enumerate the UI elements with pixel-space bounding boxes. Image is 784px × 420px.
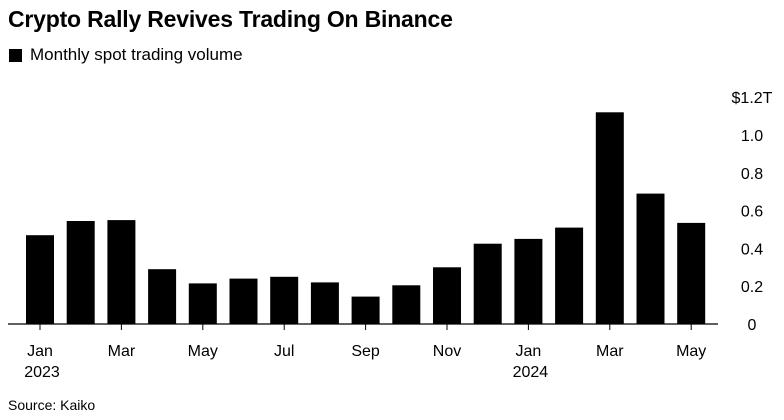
bar-apr-2023 bbox=[148, 269, 177, 324]
x-tick-sublabel: 2023 bbox=[24, 364, 60, 381]
bar-feb-2023 bbox=[66, 221, 95, 324]
y-tick-label: 0.6 bbox=[741, 204, 763, 221]
x-tick-label: May bbox=[188, 343, 218, 360]
bar-feb-2024 bbox=[555, 227, 584, 324]
x-tick-label: Jul bbox=[274, 343, 294, 360]
bar-jan-2023 bbox=[26, 235, 54, 324]
bar-aug-2023 bbox=[310, 282, 339, 324]
y-tick-label: 0.4 bbox=[741, 241, 763, 258]
x-tick-label: Mar bbox=[108, 343, 136, 360]
y-tick-label: $1.2T bbox=[732, 90, 773, 107]
y-tick-label: 1.0 bbox=[741, 128, 763, 145]
legend-label: Monthly spot trading volume bbox=[30, 45, 243, 64]
bar-mar-2023 bbox=[107, 220, 136, 325]
legend: Monthly spot trading volume bbox=[9, 45, 243, 65]
x-tick-label: May bbox=[676, 343, 706, 360]
source-note: Source: Kaiko bbox=[8, 397, 96, 413]
bar-dec-2023 bbox=[473, 243, 502, 324]
bar-jan-2024 bbox=[514, 238, 543, 324]
y-tick-label: 0.2 bbox=[741, 279, 763, 296]
bar-oct-2023 bbox=[392, 285, 421, 324]
bar-nov-2023 bbox=[433, 267, 461, 324]
chart-title: Crypto Rally Revives Trading On Binance bbox=[8, 6, 453, 32]
x-tick-sublabel: 2024 bbox=[513, 364, 549, 381]
legend-swatch bbox=[9, 48, 22, 62]
y-tick-label: 0.8 bbox=[741, 166, 763, 183]
bar-sep-2023 bbox=[351, 296, 380, 324]
bar-jul-2023 bbox=[270, 276, 299, 325]
x-tick-label: Nov bbox=[433, 343, 461, 360]
bar-jun-2023 bbox=[229, 278, 258, 324]
bar-mar-2024 bbox=[595, 112, 624, 324]
x-tick-label: Jan bbox=[516, 343, 542, 360]
bar-may-2023 bbox=[188, 283, 217, 324]
x-tick-label: Jan bbox=[27, 343, 53, 360]
bar-apr-2024 bbox=[636, 193, 665, 324]
bar-may-2024 bbox=[677, 222, 706, 324]
x-tick-label: Mar bbox=[596, 343, 624, 360]
x-tick-label: Sep bbox=[351, 343, 380, 360]
y-tick-label: 0 bbox=[748, 317, 757, 334]
